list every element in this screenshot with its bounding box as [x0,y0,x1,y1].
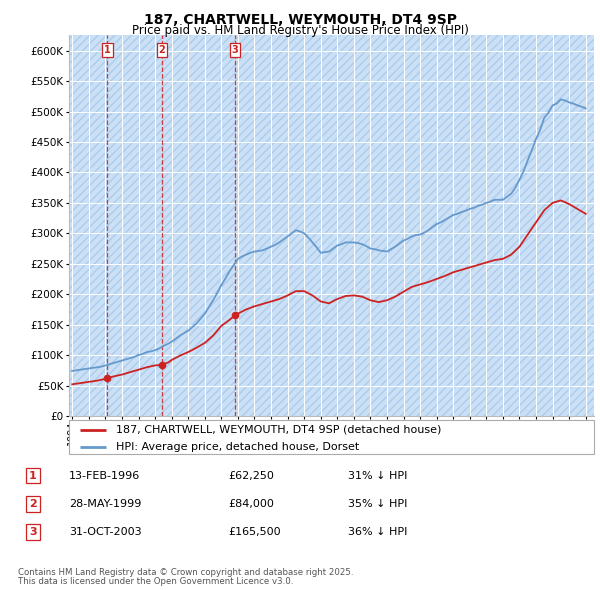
Text: Contains HM Land Registry data © Crown copyright and database right 2025.: Contains HM Land Registry data © Crown c… [18,568,353,576]
Text: 35% ↓ HPI: 35% ↓ HPI [348,499,407,509]
Text: 3: 3 [232,45,238,55]
Text: Price paid vs. HM Land Registry's House Price Index (HPI): Price paid vs. HM Land Registry's House … [131,24,469,37]
Text: 31% ↓ HPI: 31% ↓ HPI [348,471,407,480]
Text: £84,000: £84,000 [228,499,274,509]
Text: 31-OCT-2003: 31-OCT-2003 [69,527,142,537]
Text: 187, CHARTWELL, WEYMOUTH, DT4 9SP: 187, CHARTWELL, WEYMOUTH, DT4 9SP [143,13,457,27]
Text: 13-FEB-1996: 13-FEB-1996 [69,471,140,480]
Text: £165,500: £165,500 [228,527,281,537]
Text: HPI: Average price, detached house, Dorset: HPI: Average price, detached house, Dors… [116,442,359,452]
Text: 1: 1 [29,471,37,480]
Text: 2: 2 [29,499,37,509]
Text: 36% ↓ HPI: 36% ↓ HPI [348,527,407,537]
Text: 187, CHARTWELL, WEYMOUTH, DT4 9SP (detached house): 187, CHARTWELL, WEYMOUTH, DT4 9SP (detac… [116,425,442,435]
Text: 3: 3 [29,527,37,537]
Text: This data is licensed under the Open Government Licence v3.0.: This data is licensed under the Open Gov… [18,577,293,586]
Text: £62,250: £62,250 [228,471,274,480]
Text: 2: 2 [158,45,165,55]
FancyBboxPatch shape [69,420,594,454]
Text: 1: 1 [104,45,111,55]
Text: 28-MAY-1999: 28-MAY-1999 [69,499,142,509]
